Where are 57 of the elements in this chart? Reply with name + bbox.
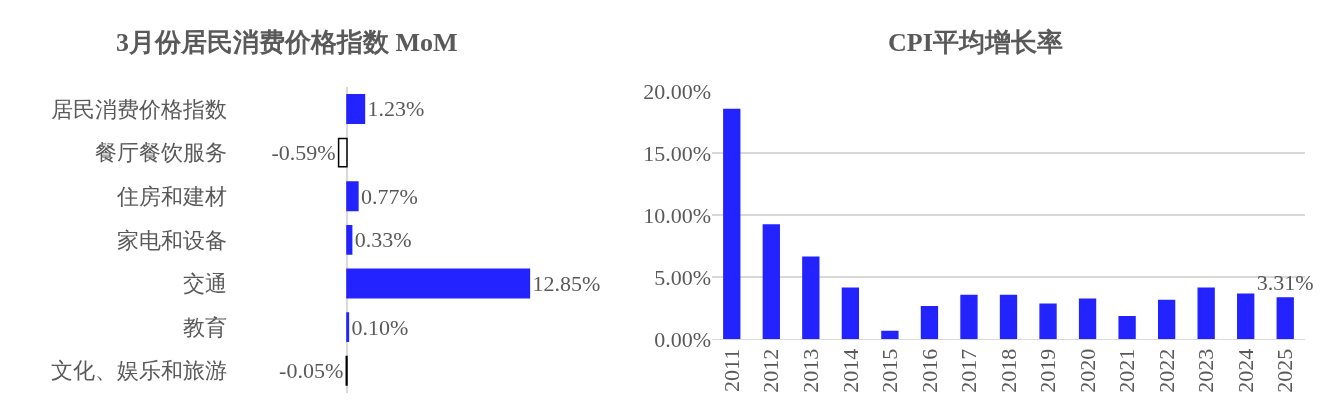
x-tick-label: 2022 (1153, 348, 1179, 393)
bar (999, 294, 1018, 339)
data-label: 12.85% (532, 270, 601, 296)
bar (346, 94, 366, 124)
x-tick-label: 2011 (718, 348, 744, 392)
x-tick-label: 2023 (1193, 348, 1219, 393)
y-tick-label: 10.00% (643, 202, 711, 228)
x-tick-label: 2021 (1114, 348, 1140, 393)
x-tick-label: 2013 (797, 348, 823, 393)
bar (1157, 299, 1176, 339)
x-tick-label: 2017 (956, 348, 982, 393)
x-tick-label: 2014 (837, 348, 863, 393)
data-label: -0.59% (271, 140, 336, 166)
y-tick-label: 15.00% (643, 140, 711, 166)
y-tick-label: 居民消费价格指数 (51, 96, 227, 122)
y-tick-label: 教育 (183, 314, 227, 340)
bar (1197, 287, 1215, 339)
data-label: -0.05% (279, 358, 344, 384)
chart-title: CPI平均增长率 (888, 28, 1063, 57)
bar (841, 287, 860, 339)
y-tick-label: 20.00% (643, 78, 711, 104)
data-label: 0.77% (360, 183, 418, 209)
x-tick-label: 2019 (1035, 348, 1061, 393)
bar (723, 108, 741, 339)
x-tick-label: 2020 (1074, 348, 1100, 393)
y-tick-label: 餐厅餐饮服务 (95, 140, 227, 166)
data-label: 0.10% (351, 314, 409, 340)
data-label: 3.31% (1256, 269, 1314, 295)
bar (346, 181, 359, 212)
data-label: 1.23% (367, 96, 425, 122)
bar (802, 256, 820, 339)
bar (1039, 303, 1057, 339)
bar (1118, 315, 1136, 339)
bar (881, 330, 899, 339)
bar (960, 294, 978, 339)
y-tick-label: 5.00% (654, 264, 711, 290)
bar (920, 305, 939, 339)
x-tick-label: 2015 (877, 348, 903, 393)
x-tick-label: 2016 (916, 348, 942, 393)
bar (346, 268, 531, 299)
x-tick-label: 2024 (1232, 348, 1258, 393)
bar (337, 137, 348, 168)
bar (762, 224, 780, 339)
bar (1078, 298, 1097, 339)
chart-title: 3月份居民消费价格指数 MoM (116, 28, 458, 57)
data-label: 0.33% (354, 227, 412, 253)
y-tick-label: 交通 (183, 271, 227, 297)
y-tick-label: 0.00% (654, 326, 711, 352)
x-tick-label: 2012 (758, 348, 784, 393)
x-tick-label: 2025 (1272, 348, 1298, 393)
bar (1237, 293, 1255, 339)
y-tick-label: 家电和设备 (117, 227, 227, 253)
y-tick-label: 住房和建材 (116, 183, 227, 209)
y-tick-label: 文化、娱乐和旅游 (51, 358, 227, 384)
x-tick-label: 2018 (995, 348, 1021, 393)
bar (1276, 297, 1294, 339)
bar (346, 224, 353, 255)
